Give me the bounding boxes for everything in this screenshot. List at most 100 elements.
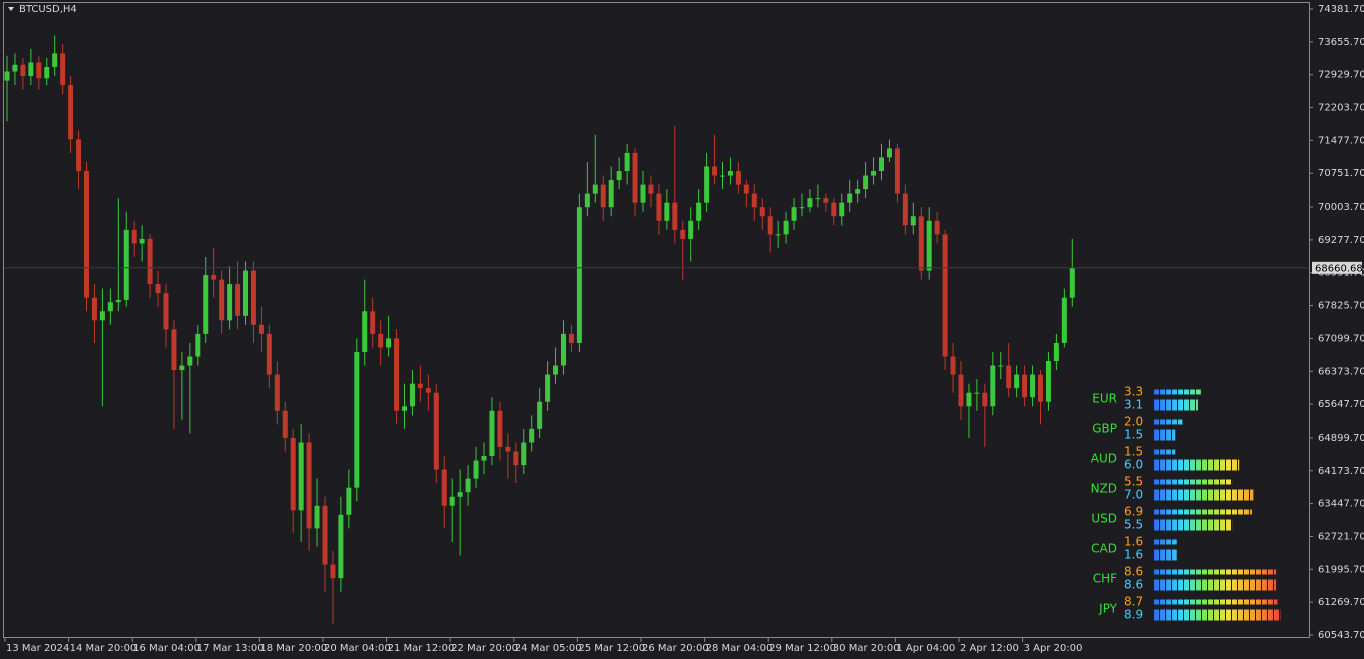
x-tick-label: 1 Apr 04:00	[896, 643, 955, 654]
candle-body	[886, 148, 892, 158]
currency-label: USD	[1091, 512, 1117, 526]
candle-body	[894, 148, 900, 194]
y-tick-label: 73655.70	[1318, 37, 1364, 48]
candle-body	[131, 229, 137, 244]
candle-body	[584, 193, 590, 208]
strength-bar	[1154, 389, 1201, 395]
candle-body	[195, 333, 201, 357]
candle-body	[751, 193, 757, 208]
candle-body	[902, 193, 908, 226]
strength-bar	[1154, 599, 1278, 605]
candle-body	[20, 64, 26, 77]
strength-value: 3.3	[1124, 385, 1143, 399]
candle-body	[481, 456, 487, 461]
x-tick-label: 21 Mar 12:00	[388, 643, 455, 654]
candle-body	[274, 374, 280, 411]
y-tick-label: 64899.70	[1318, 433, 1364, 444]
x-tick-label: 17 Mar 13:00	[197, 643, 264, 654]
strength-value: 1.5	[1124, 445, 1143, 459]
candle-body	[600, 184, 606, 208]
strength-bar	[1154, 519, 1233, 531]
candle-body	[990, 365, 996, 407]
strength-bar	[1154, 419, 1183, 425]
y-tick-label: 71477.70	[1318, 135, 1364, 146]
candle-body	[115, 299, 121, 303]
candle-body	[282, 410, 288, 438]
candle-body	[672, 202, 678, 230]
strength-value: 1.6	[1124, 535, 1143, 549]
candle-body	[958, 374, 964, 407]
candle-body	[1006, 365, 1012, 389]
currency-label: CHF	[1093, 572, 1117, 586]
candle-body	[235, 284, 241, 316]
x-tick-label: 3 Apr 20:00	[1024, 643, 1083, 654]
candle-body	[179, 365, 185, 371]
candle-body	[84, 171, 89, 298]
y-tick-label: 67099.70	[1318, 333, 1364, 344]
candle-body	[1045, 361, 1051, 402]
candle-body	[147, 238, 153, 285]
strength-bar	[1154, 509, 1252, 515]
candle-body	[839, 202, 845, 217]
strength-bar	[1154, 489, 1254, 501]
candle-body	[743, 184, 749, 194]
candle-body	[799, 207, 805, 209]
x-tick-label: 28 Mar 04:00	[706, 643, 773, 654]
candle-body	[759, 207, 765, 217]
strength-value: 1.5	[1124, 428, 1143, 442]
menu-arrow[interactable]	[8, 7, 14, 11]
candle-body	[640, 184, 646, 203]
candle-body	[163, 293, 169, 330]
last-price-label: 68660.68	[1315, 263, 1363, 274]
candle-body	[386, 338, 392, 348]
candle-body	[409, 383, 415, 407]
currency-label: NZD	[1091, 482, 1117, 496]
candle-body	[219, 279, 225, 321]
x-tick-label: 13 Mar 2024	[6, 643, 69, 654]
strength-bar	[1154, 449, 1176, 455]
candle-body	[521, 442, 527, 466]
y-tick-label: 74381.70	[1318, 4, 1364, 15]
strength-value: 8.6	[1124, 578, 1143, 592]
candle-body	[608, 180, 614, 208]
candle-body	[155, 284, 161, 294]
strength-value: 2.0	[1124, 415, 1143, 429]
candle-body	[942, 234, 948, 357]
strength-value: 5.5	[1124, 518, 1143, 532]
currency-label: AUD	[1091, 452, 1117, 466]
candle-body	[378, 333, 384, 348]
strength-value: 8.6	[1124, 565, 1143, 579]
x-tick-label: 16 Mar 04:00	[133, 643, 200, 654]
candle-body	[1061, 297, 1067, 343]
candle-body	[457, 492, 463, 497]
candle-body	[823, 198, 829, 203]
candle-body	[815, 198, 821, 200]
candle-body	[1038, 374, 1043, 402]
y-tick-label: 70003.70	[1318, 202, 1364, 213]
candle-body	[322, 505, 328, 565]
x-tick-label: 18 Mar 20:00	[260, 643, 327, 654]
strength-value: 8.9	[1124, 608, 1143, 622]
candle-body	[1053, 342, 1059, 362]
candle-body	[306, 442, 312, 529]
candle-body	[44, 66, 50, 79]
candle-body	[473, 460, 479, 479]
candle-body	[624, 152, 630, 172]
candle-body	[918, 216, 924, 271]
candle-body	[855, 189, 861, 194]
y-tick-label: 63447.70	[1318, 499, 1364, 510]
candle-body	[568, 333, 574, 343]
candle-body	[465, 478, 471, 493]
candle-body	[402, 406, 407, 411]
candle-body	[338, 514, 344, 579]
candle-body	[537, 401, 543, 429]
strength-bar	[1154, 459, 1240, 471]
strength-bar	[1154, 569, 1277, 575]
x-tick-label: 29 Mar 12:00	[769, 643, 836, 654]
currency-label: JPY	[1098, 602, 1118, 616]
candle-body	[298, 442, 304, 511]
candle-body	[107, 302, 113, 312]
candle-body	[417, 383, 423, 389]
strength-bar	[1154, 549, 1177, 561]
